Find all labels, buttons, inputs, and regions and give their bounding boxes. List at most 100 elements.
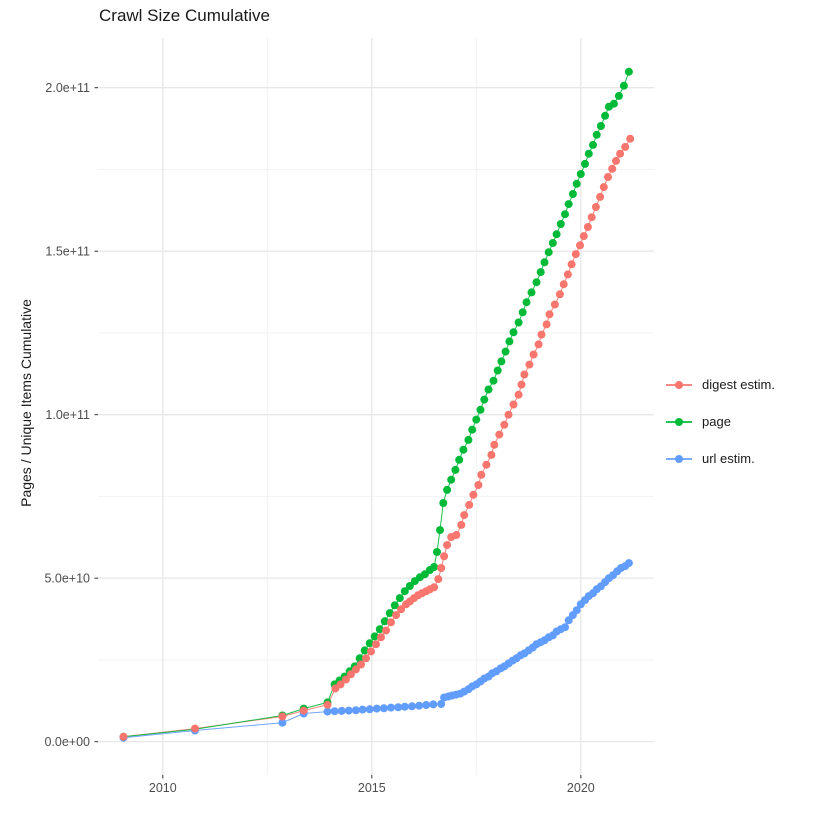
data-point-digest-estim- (443, 541, 452, 550)
data-point-page (472, 415, 481, 424)
legend-dot-icon (675, 380, 683, 389)
data-point-url-estim- (422, 701, 431, 709)
data-point-digest-estim- (351, 665, 360, 674)
data-point-page (459, 445, 468, 454)
data-point-url-estim- (365, 705, 374, 714)
data-point-digest-estim- (336, 680, 345, 689)
data-point-page (380, 617, 389, 626)
data-point-page (476, 405, 485, 414)
data-point-url-estim- (323, 707, 332, 716)
data-point-digest-estim- (571, 250, 580, 259)
data-point-digest-estim- (509, 400, 518, 409)
data-point-digest-estim- (604, 173, 612, 181)
data-point-page (564, 200, 573, 209)
data-point-digest-estim- (542, 320, 551, 329)
data-point-page (395, 594, 404, 603)
data-point-digest-estim- (616, 149, 625, 158)
data-point-page (601, 111, 610, 120)
data-point-digest-estim- (372, 640, 380, 649)
data-point-page (552, 230, 561, 239)
data-point-digest-estim- (392, 611, 401, 620)
data-point-page (518, 308, 527, 317)
legend-item-page: page (666, 403, 775, 440)
data-point-url-estim- (624, 559, 633, 568)
data-point-url-estim- (429, 700, 438, 709)
data-point-digest-estim- (367, 647, 375, 656)
data-point-digest-estim- (579, 232, 588, 241)
data-point-url-estim- (278, 718, 287, 727)
data-point-digest-estim- (534, 340, 543, 349)
data-point-url-estim- (330, 707, 339, 716)
data-point-digest-estim- (377, 633, 385, 642)
data-point-page (581, 159, 589, 168)
data-point-page (375, 625, 384, 634)
data-point-page (592, 130, 601, 139)
data-point-digest-estim- (529, 350, 538, 359)
data-point-page (433, 548, 441, 556)
data-point-page (556, 220, 565, 228)
data-point-page (609, 99, 618, 108)
data-point-page (614, 91, 623, 100)
legend-item-url: url estim. (666, 440, 775, 477)
data-point-digest-estim- (599, 183, 608, 192)
data-point-page (540, 258, 549, 267)
data-point-page (576, 170, 585, 178)
data-point-url-estim- (379, 704, 388, 713)
x-tick-label: 2015 (358, 781, 386, 795)
data-point-digest-estim- (191, 724, 199, 733)
data-point-digest-estim- (545, 310, 554, 319)
data-point-digest-estim- (477, 470, 486, 479)
data-point-digest-estim- (495, 430, 504, 439)
data-point-page (480, 395, 489, 404)
data-point-digest-estim- (323, 700, 332, 709)
data-point-page (584, 149, 593, 158)
data-point-digest-estim- (362, 654, 370, 663)
x-tick-label: 2020 (567, 781, 595, 795)
data-point-page (505, 337, 514, 346)
data-point-page (436, 526, 444, 535)
data-point-page (489, 376, 498, 385)
data-point-page (484, 385, 493, 394)
data-point-digest-estim- (357, 660, 365, 669)
data-point-digest-estim- (514, 390, 523, 399)
data-point-page (468, 425, 477, 434)
data-point-digest-estim- (576, 241, 584, 250)
data-point-page (568, 190, 577, 198)
data-point-digest-estim- (567, 260, 576, 269)
data-point-digest-estim- (487, 450, 496, 459)
data-point-digest-estim- (587, 213, 596, 222)
data-point-url-estim- (415, 701, 424, 710)
data-point-digest-estim- (482, 460, 491, 469)
legend-key-url (666, 452, 692, 466)
data-point-page (451, 465, 460, 474)
data-point-page (527, 288, 536, 297)
data-point-page (355, 654, 364, 663)
data-point-digest-estim- (504, 410, 513, 419)
legend-dot-icon (675, 454, 683, 463)
data-point-page (385, 609, 394, 618)
data-point-page (439, 499, 448, 507)
data-point-page (514, 318, 523, 327)
data-point-digest-estim- (591, 203, 600, 211)
data-point-page (493, 366, 502, 375)
data-point-url-estim- (561, 623, 569, 632)
data-point-url-estim- (394, 703, 403, 712)
data-point-page (430, 563, 439, 571)
legend-key-page (666, 415, 692, 429)
data-point-digest-estim- (500, 420, 509, 429)
data-point-page (532, 278, 541, 287)
data-point-digest-estim- (119, 732, 128, 741)
data-point-page (501, 347, 510, 356)
legend: digest estim. page url estim. (666, 366, 775, 477)
data-point-page (443, 485, 452, 494)
x-tick-label: 2010 (149, 781, 177, 795)
data-point-page (509, 328, 518, 337)
data-point-digest-estim- (457, 520, 466, 529)
data-point-digest-estim- (596, 192, 605, 201)
data-point-page (624, 67, 633, 76)
data-point-page (405, 582, 414, 590)
data-point-url-estim- (572, 606, 581, 615)
data-point-url-estim- (437, 700, 446, 708)
data-point-digest-estim- (550, 300, 559, 309)
